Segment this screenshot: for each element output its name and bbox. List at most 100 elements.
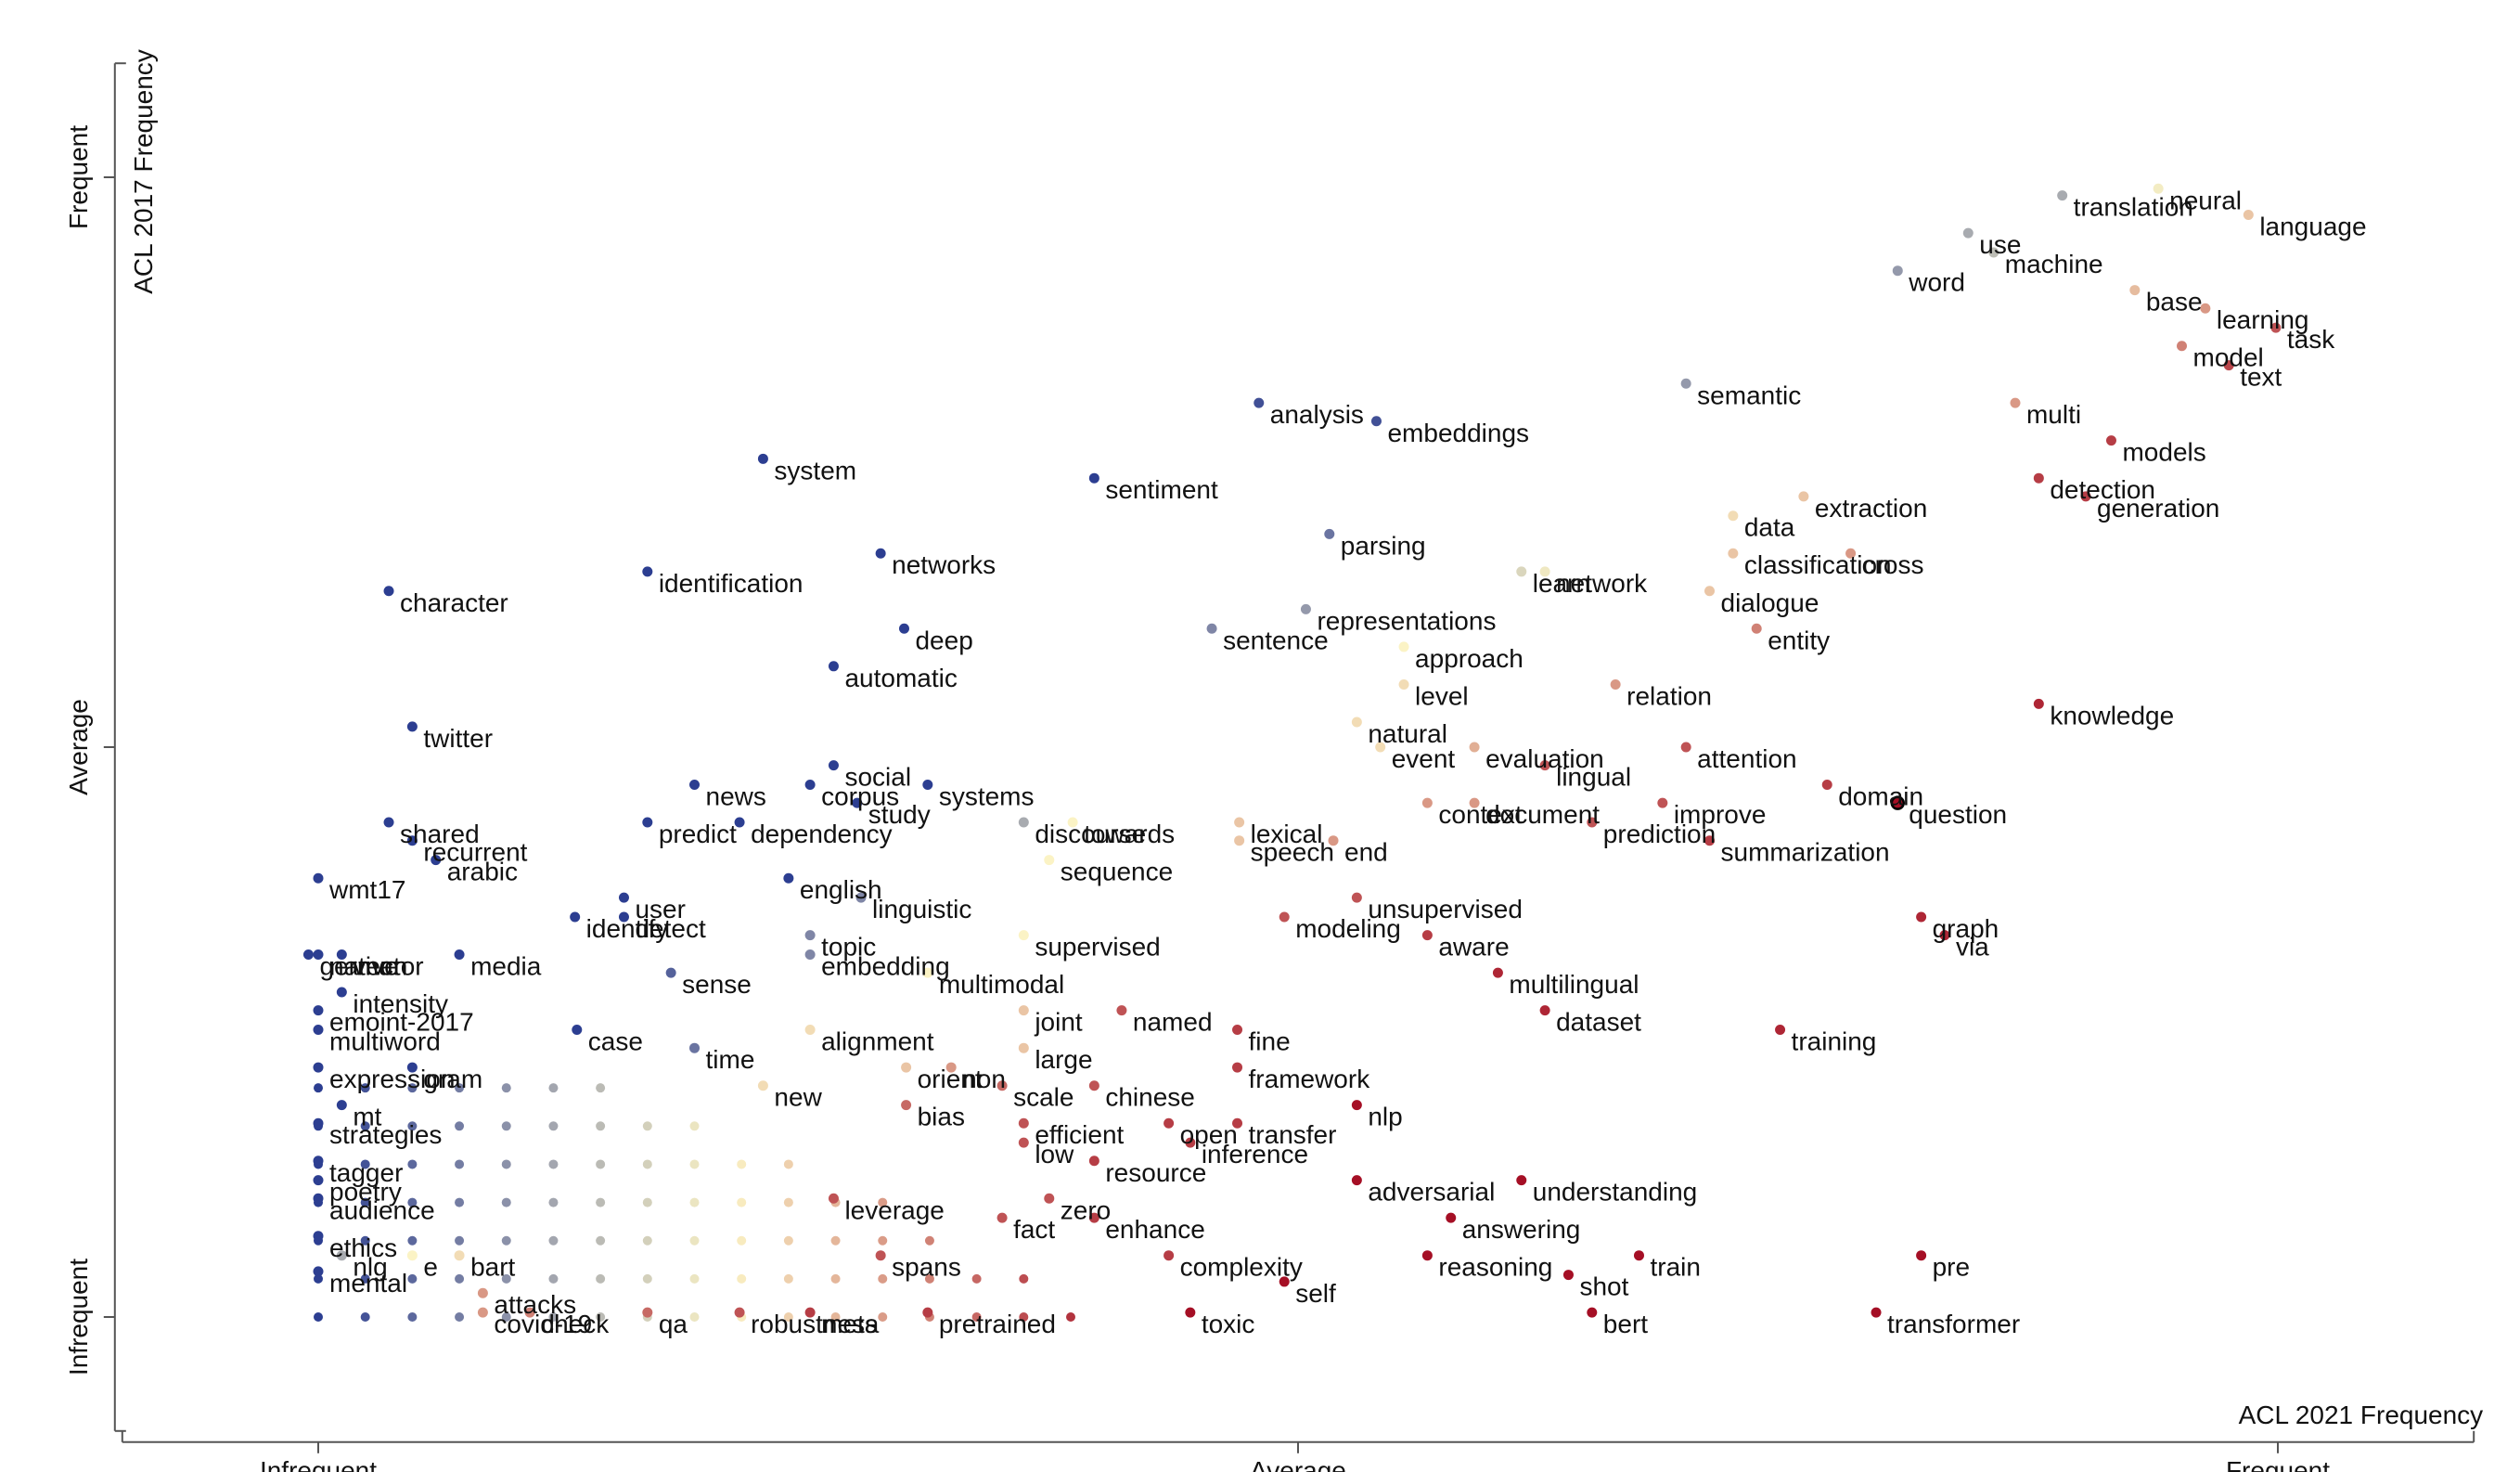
term-dot xyxy=(737,1273,747,1284)
point-label: nlg xyxy=(353,1253,387,1282)
data-point xyxy=(1279,1276,1290,1287)
point-label: multi xyxy=(2026,400,2081,429)
point-label: qa xyxy=(659,1310,688,1338)
data-point xyxy=(2223,360,2234,371)
point-label: via xyxy=(1956,933,1989,962)
term-dot xyxy=(360,1273,370,1284)
point-label: base xyxy=(2146,288,2203,316)
data-point xyxy=(898,623,909,634)
data-point xyxy=(996,1080,1008,1091)
point-label: corpus xyxy=(821,782,899,811)
data-point xyxy=(1821,780,1832,791)
data-point xyxy=(783,872,794,884)
term-dot xyxy=(407,1312,418,1322)
data-point xyxy=(1351,892,1362,903)
term-dot xyxy=(689,1121,700,1131)
point-label: character xyxy=(400,588,508,617)
term-dot xyxy=(830,1235,841,1246)
data-point xyxy=(901,1062,912,1073)
point-label: new xyxy=(774,1083,822,1112)
point-label: check xyxy=(541,1310,610,1338)
term-dot xyxy=(407,1235,418,1246)
data-point xyxy=(1351,1175,1362,1186)
data-point xyxy=(1890,795,1906,810)
point-label: natural xyxy=(1368,719,1447,748)
data-point xyxy=(1539,1005,1550,1016)
point-label: time xyxy=(706,1045,755,1074)
point-label: embedding xyxy=(821,951,950,980)
data-point xyxy=(1018,1005,1029,1016)
x-tick-label: Infrequent xyxy=(260,1456,377,1472)
data-point xyxy=(1916,911,1927,923)
point-label: fine xyxy=(1249,1027,1291,1056)
term-dot xyxy=(783,1235,793,1246)
point-label: predict xyxy=(659,820,737,848)
term-dot xyxy=(455,1312,465,1322)
data-point xyxy=(336,1250,347,1261)
data-point xyxy=(1088,1156,1099,1167)
term-dot xyxy=(642,1159,652,1169)
data-point xyxy=(734,1307,745,1318)
point-label: enhance xyxy=(1105,1215,1204,1244)
point-label: domain xyxy=(1838,782,1923,811)
term-dot xyxy=(501,1159,511,1169)
data-point xyxy=(828,661,839,672)
data-point xyxy=(1370,416,1382,427)
data-point xyxy=(1845,548,1857,559)
point-label: ethics xyxy=(329,1233,397,1262)
point-label: automatic xyxy=(844,664,957,692)
term-dot xyxy=(689,1197,700,1207)
point-label: discourse xyxy=(1035,820,1146,848)
point-label: strategies xyxy=(329,1120,442,1149)
point-label: sequence xyxy=(1061,858,1173,886)
data-point xyxy=(383,817,394,828)
term-dot xyxy=(360,1235,370,1246)
point-label: dataset xyxy=(1556,1008,1641,1037)
data-point xyxy=(1232,1117,1243,1129)
point-label: summarization xyxy=(1721,838,1890,867)
data-point xyxy=(1492,967,1503,978)
y-tick-label: Infrequent xyxy=(64,1259,93,1375)
data-point xyxy=(1088,1080,1099,1091)
data-point xyxy=(1044,1193,1055,1204)
point-label: entity xyxy=(1768,626,1830,654)
point-label: detect xyxy=(635,914,705,943)
term-dot xyxy=(455,1273,465,1284)
data-point xyxy=(1539,760,1550,771)
data-point xyxy=(2153,183,2164,194)
data-point xyxy=(1206,623,1217,634)
point-label: question xyxy=(1909,800,2007,829)
data-point xyxy=(689,780,701,791)
data-point xyxy=(454,949,465,960)
data-point xyxy=(1232,1025,1243,1036)
point-label: user xyxy=(635,895,685,923)
point-label: text xyxy=(2240,363,2282,392)
data-point xyxy=(734,817,745,828)
point-label: neural xyxy=(2169,186,2242,214)
term-dot xyxy=(455,1235,465,1246)
point-label: lexical xyxy=(1251,820,1323,848)
data-point xyxy=(1421,930,1433,941)
data-point xyxy=(901,1100,912,1111)
data-point xyxy=(572,1025,583,1036)
point-label: self xyxy=(1295,1279,1336,1308)
data-point xyxy=(2080,491,2091,502)
data-point xyxy=(383,586,394,597)
point-label: non xyxy=(962,1065,1006,1093)
data-point xyxy=(922,967,933,978)
data-point xyxy=(302,949,314,960)
term-dot xyxy=(548,1083,559,1093)
x-axis-title: ACL 2021 Frequency xyxy=(2239,1401,2484,1429)
x-tick-label: Average xyxy=(1250,1456,1346,1472)
point-label: adversarial xyxy=(1368,1178,1495,1207)
data-point xyxy=(642,817,653,828)
data-point xyxy=(1657,797,1668,808)
data-point xyxy=(1254,397,1265,408)
data-point xyxy=(804,780,816,791)
data-point xyxy=(1375,742,1386,753)
term-dot xyxy=(501,1273,511,1284)
data-point xyxy=(2200,303,2211,314)
term-dot xyxy=(878,1312,888,1322)
data-point xyxy=(1164,1117,1175,1129)
point-label: german xyxy=(319,951,407,980)
